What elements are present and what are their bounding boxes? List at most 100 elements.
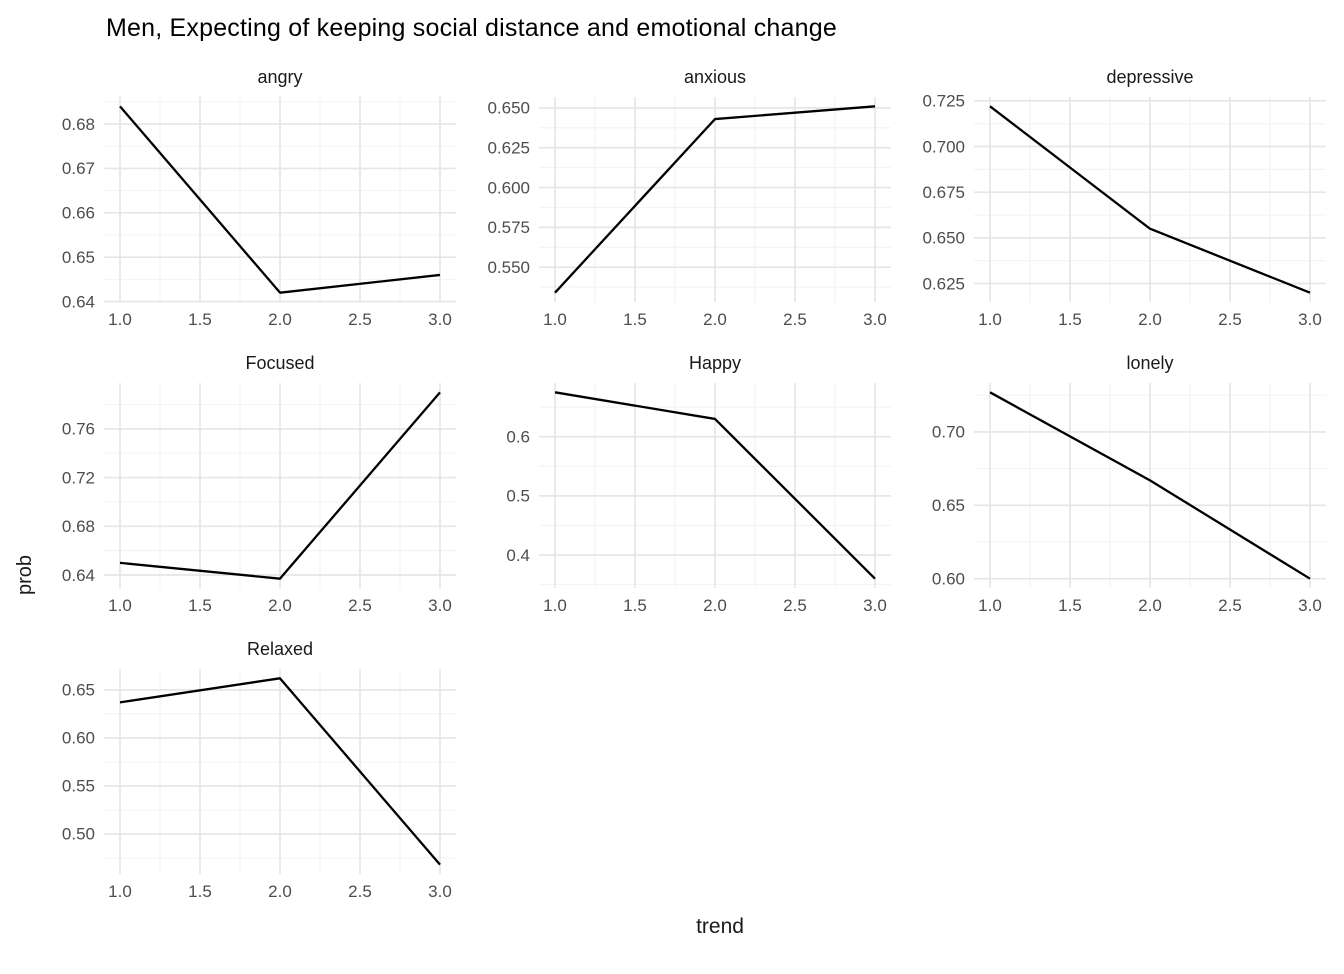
y-axis-ticks: 0.625 0.650 0.675 0.700 0.725 [922,92,965,294]
y-tick-label: 0.70 [932,423,965,442]
facet-title: lonely [1126,353,1174,373]
y-tick-label: 0.700 [922,137,965,156]
facet-title: anxious [683,67,747,87]
gridlines-major [539,97,891,302]
facet-panel: anxious 0.550 0.575 0.600 0.625 0.650 1.0 1.5 2… [475,65,901,339]
y-tick-label: 0.60 [932,569,965,588]
x-axis-ticks: 1.0 1.5 2.0 2.5 3.0 [108,310,452,329]
y-tick-label: 0.600 [487,178,530,197]
x-tick-label: 1.5 [188,596,212,615]
facet-plot: 0.550 0.575 0.600 0.625 0.650 1.0 1.5 2.0 2.5 3.0 [487,97,891,329]
facet-grid: angry 0.64 0.65 0.66 0.67 0.68 1.0 1.5 2.0 2.5 3.… [40,65,1344,911]
y-tick-label: 0.72 [62,468,95,487]
x-tick-label: 1.0 [978,596,1002,615]
y-tick-label: 0.76 [62,420,95,439]
x-tick-label: 2.0 [268,310,292,329]
x-tick-label: 1.5 [623,596,647,615]
y-tick-label: 0.650 [922,229,965,248]
x-tick-label: 1.0 [543,596,567,615]
x-tick-label: 1.0 [108,596,132,615]
x-tick-label: 1.0 [108,310,132,329]
x-tick-label: 2.5 [1218,310,1242,329]
y-tick-label: 0.625 [487,139,530,158]
x-tick-label: 1.5 [623,310,647,329]
x-tick-label: 2.5 [783,596,807,615]
y-axis-ticks: 0.64 0.65 0.66 0.67 0.68 [62,115,95,311]
x-tick-label: 3.0 [1298,596,1322,615]
y-tick-label: 0.625 [922,274,965,293]
facet-plot: 0.64 0.65 0.66 0.67 0.68 1.0 1.5 2.0 2.5 3.0 [62,97,456,329]
y-axis-label: prob [14,554,36,595]
x-tick-label: 3.0 [863,310,887,329]
y-tick-label: 0.67 [62,159,95,178]
figure-page: { "colors": { "background": "#ffffff", "… [0,14,1344,974]
x-tick-label: 3.0 [428,596,452,615]
x-tick-label: 1.0 [543,310,567,329]
data-line [554,391,876,580]
y-axis-ticks: 0.550 0.575 0.600 0.625 0.650 [487,99,530,277]
data-line [119,391,441,580]
x-tick-label: 2.5 [348,882,372,901]
x-tick-label: 2.5 [348,310,372,329]
y-tick-label: 0.55 [62,777,95,796]
facet-title: depressive [1106,67,1194,87]
figure-area: prob angry 0.64 0.65 0.66 0.67 0.68 1.0 1.5 2.0… [0,65,1344,939]
data-line [119,105,441,294]
chart-title: Men, Expecting of keeping social distanc… [106,14,837,42]
x-tick-label: 2.5 [348,596,372,615]
facet-title: Happy [688,353,742,373]
x-tick-label: 1.5 [188,882,212,901]
y-axis-ticks: 0.4 0.5 0.6 [506,427,530,564]
x-tick-label: 1.0 [108,882,132,901]
x-tick-label: 2.5 [1218,596,1242,615]
y-tick-label: 0.68 [62,517,95,536]
x-tick-label: 3.0 [428,882,452,901]
gridlines-major [104,669,456,874]
x-tick-label: 3.0 [428,310,452,329]
gridlines-major [539,383,891,588]
x-axis-ticks: 1.0 1.5 2.0 2.5 3.0 [108,882,452,901]
facet-title: Relaxed [246,639,314,659]
x-tick-label: 3.0 [863,596,887,615]
y-axis-ticks: 0.64 0.68 0.72 0.76 [62,420,95,585]
facet-plot: 0.4 0.5 0.6 1.0 1.5 2.0 2.5 3.0 [506,383,891,615]
x-axis-ticks: 1.0 1.5 2.0 2.5 3.0 [543,310,887,329]
gridlines-major [104,97,456,303]
y-axis-ticks: 0.60 0.65 0.70 [932,423,965,589]
x-tick-label: 1.5 [1058,596,1082,615]
facet-panel: depressive 0.625 0.650 0.675 0.700 0.725 1.0 1… [910,65,1336,339]
x-axis-ticks: 1.0 1.5 2.0 2.5 3.0 [543,596,887,615]
y-tick-label: 0.64 [62,292,95,311]
data-line [119,677,441,866]
x-axis-ticks: 1.0 1.5 2.0 2.5 3.0 [978,596,1322,615]
y-tick-label: 0.650 [487,99,530,118]
gridlines-major [104,383,456,588]
x-tick-label: 2.0 [1138,310,1162,329]
x-axis-ticks: 1.0 1.5 2.0 2.5 3.0 [108,596,452,615]
facet-plot: 0.625 0.650 0.675 0.700 0.725 1.0 1.5 2.0 2.5 3.0 [922,92,1326,329]
data-line [989,391,1311,580]
x-tick-label: 2.5 [783,310,807,329]
data-line [554,105,876,294]
y-tick-label: 0.65 [62,681,95,700]
facet-plot: 0.64 0.68 0.72 0.76 1.0 1.5 2.0 2.5 3.0 [62,383,456,615]
data-line [989,105,1311,294]
x-tick-label: 2.0 [268,882,292,901]
y-tick-label: 0.675 [922,183,965,202]
facet-panel: Focused 0.64 0.68 0.72 0.76 1.0 1.5 2.0 2.5 3.0 [40,351,466,625]
facet-panel: Relaxed 0.50 0.55 0.60 0.65 1.0 1.5 2.0 2.5 3.0 [40,637,466,911]
gridlines-major [974,97,1326,302]
facet-panel: Happy 0.4 0.5 0.6 1.0 1.5 2.0 2.5 3.0 [475,351,901,625]
y-tick-label: 0.65 [932,496,965,515]
y-tick-label: 0.575 [487,218,530,237]
gridlines-major [974,383,1326,588]
y-tick-label: 0.60 [62,729,95,748]
x-tick-label: 2.0 [703,596,727,615]
x-tick-label: 2.0 [1138,596,1162,615]
facet-title: Focused [245,353,315,373]
y-tick-label: 0.6 [506,427,530,446]
x-tick-label: 2.0 [268,596,292,615]
y-tick-label: 0.65 [62,248,95,267]
x-axis-ticks: 1.0 1.5 2.0 2.5 3.0 [978,310,1322,329]
x-tick-label: 2.0 [703,310,727,329]
